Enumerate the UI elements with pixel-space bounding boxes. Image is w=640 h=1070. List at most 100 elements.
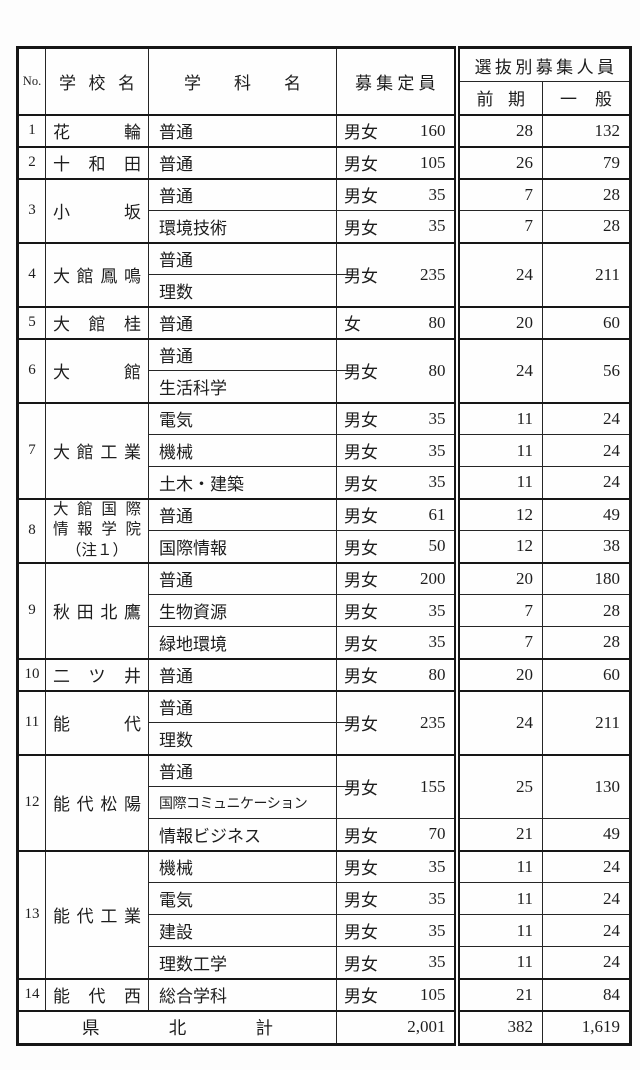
capacity-value: 35 xyxy=(428,856,446,876)
capacity-cell: 男女 80 xyxy=(336,657,457,691)
gender-label: 女 xyxy=(344,315,361,334)
school-name-cell: 能代松陽 xyxy=(45,753,149,851)
dept-cell: 理数 xyxy=(148,722,337,755)
table-row: 7 大館工業 電気 男女 35 11 24 xyxy=(17,401,631,499)
school-no-cell: 13 xyxy=(17,849,46,979)
table-row: 5 大館桂 普通女 80 20 60 xyxy=(17,305,631,339)
school-no-cell: 7 xyxy=(17,401,46,499)
general-cell: 24 xyxy=(542,466,631,499)
dept-cell: 機械 xyxy=(148,849,337,883)
gender-label: 男女 xyxy=(344,987,378,1006)
general-cell: 79 xyxy=(542,145,631,179)
capacity-value: 80 xyxy=(428,664,446,684)
gender-label: 男女 xyxy=(344,571,378,591)
school-name-cell: 大館 xyxy=(45,337,149,403)
dept-cell: 生活科学 xyxy=(148,370,337,403)
gender-label: 男女 xyxy=(344,443,378,462)
table-row: 13 能代工業 機械 男女 35 11 24 xyxy=(17,849,631,979)
first-term-cell: 20 xyxy=(453,305,543,339)
school-no-cell: 4 xyxy=(17,241,46,307)
school-no-cell: 1 xyxy=(17,113,46,147)
dept-cell: 機械 xyxy=(148,434,337,467)
capacity-wrap: 男女 80 xyxy=(337,358,454,383)
footer-total-label: 県北計 xyxy=(17,1009,337,1045)
capacity-wrap: 男女 105 xyxy=(337,982,454,1007)
gender-label: 男女 xyxy=(344,411,378,431)
capacity-wrap: 男女 235 xyxy=(337,710,454,735)
capacity-value: 80 xyxy=(428,360,446,380)
footer-total-capacity: 2,001 xyxy=(336,1009,457,1045)
capacity-cell: 男女 35 xyxy=(336,434,457,467)
school-no-cell: 12 xyxy=(17,753,46,851)
dept-cell: 国際コミュニケーション xyxy=(148,786,337,819)
capacity-wrap: 男女 35 xyxy=(337,950,454,975)
table-row: 8 大館国際 情報学院 （注１） 普通 男女 61 12 49 xyxy=(17,497,631,563)
capacity-wrap: 男女 35 xyxy=(337,182,454,207)
school-name-line: 秋田北鷹 xyxy=(53,603,141,622)
general-cell: 60 xyxy=(542,657,631,691)
dept-cell: 情報ビジネス xyxy=(148,818,337,851)
capacity-wrap: 男女 35 xyxy=(337,630,454,655)
first-term-cell: 28 xyxy=(453,113,543,147)
header-school-name: 学校名 xyxy=(45,47,149,115)
capacity-cell: 男女 235 xyxy=(336,689,457,755)
general-cell: 28 xyxy=(542,594,631,627)
gender-label: 男女 xyxy=(344,891,378,910)
table-row: 理数工学 男女 35 11 24 xyxy=(18,946,631,979)
first-term-cell: 11 xyxy=(453,946,543,979)
general-cell: 24 xyxy=(542,946,631,979)
capacity-value: 70 xyxy=(428,824,446,844)
capacity-wrap: 男女 70 xyxy=(337,822,454,847)
gender-label: 男女 xyxy=(344,634,378,654)
school-no-cell: 10 xyxy=(17,657,46,691)
capacity-cell: 男女 35 xyxy=(336,401,457,435)
capacity-value: 235 xyxy=(420,712,446,732)
capacity-cell: 男女 80 xyxy=(336,337,457,403)
table-row: 理数 xyxy=(18,274,631,307)
capacity-wrap: 男女 160 xyxy=(337,118,454,143)
dept-cell: 電気 xyxy=(148,882,337,915)
school-no-cell: 9 xyxy=(17,561,46,659)
school-name-cell: 大館桂 xyxy=(45,305,149,339)
capacity-wrap: 男女 35 xyxy=(337,438,454,463)
school-name-cell: 花輪 xyxy=(45,113,149,147)
first-term-cell: 7 xyxy=(453,210,543,243)
school-name-line: 大館 xyxy=(53,363,141,382)
capacity-cell: 男女 35 xyxy=(336,882,457,915)
school-name-line: 能代松陽 xyxy=(53,795,141,814)
dept-cell: 環境技術 xyxy=(148,210,337,243)
school-name-line: 二ツ井 xyxy=(53,667,141,686)
dept-cell: 電気 xyxy=(148,401,337,435)
school-name-line: 花輪 xyxy=(53,123,141,142)
general-cell: 132 xyxy=(542,113,631,147)
dept-cell: 建設 xyxy=(148,914,337,947)
capacity-wrap: 男女 35 xyxy=(337,918,454,943)
table-footer: 県北計 2,001 382 1,619 xyxy=(17,1009,631,1045)
capacity-wrap: 男女 235 xyxy=(337,262,454,287)
general-cell: 49 xyxy=(542,818,631,851)
dept-cell: 理数工学 xyxy=(148,946,337,979)
capacity-wrap: 男女 50 xyxy=(337,534,454,559)
first-term-cell: 11 xyxy=(453,882,543,915)
capacity-cell: 男女 155 xyxy=(336,753,457,819)
capacity-wrap: 男女 35 xyxy=(337,406,454,431)
header-dept-name: 学科名 xyxy=(148,47,337,115)
admission-capacity-table: No. 学校名 学科名 募集定員 選抜別募集人員 前期 xyxy=(16,46,632,1046)
capacity-value: 200 xyxy=(420,568,446,588)
capacity-cell: 男女 160 xyxy=(336,113,457,147)
capacity-cell: 男女 35 xyxy=(336,210,457,243)
capacity-cell: 男女 35 xyxy=(336,914,457,947)
general-cell: 49 xyxy=(542,497,631,531)
table-row: 土木・建築 男女 35 11 24 xyxy=(18,466,631,499)
capacity-value: 35 xyxy=(428,600,446,620)
general-cell: 180 xyxy=(542,561,631,595)
first-term-cell: 21 xyxy=(453,818,543,851)
gender-label: 男女 xyxy=(344,667,378,686)
table-row: 建設 男女 35 11 24 xyxy=(18,914,631,947)
table-row: 1 花輪 普通 男女 160 28 132 xyxy=(17,113,631,147)
table-row: 14 能代西 総合学科 男女 105 21 84 xyxy=(17,977,631,1011)
gender-label: 男女 xyxy=(344,155,378,174)
dept-cell: 普通 xyxy=(148,305,337,339)
scan-page: No. 学校名 学科名 募集定員 選抜別募集人員 前期 xyxy=(16,46,632,1046)
school-name-cell: 十和田 xyxy=(45,145,149,179)
